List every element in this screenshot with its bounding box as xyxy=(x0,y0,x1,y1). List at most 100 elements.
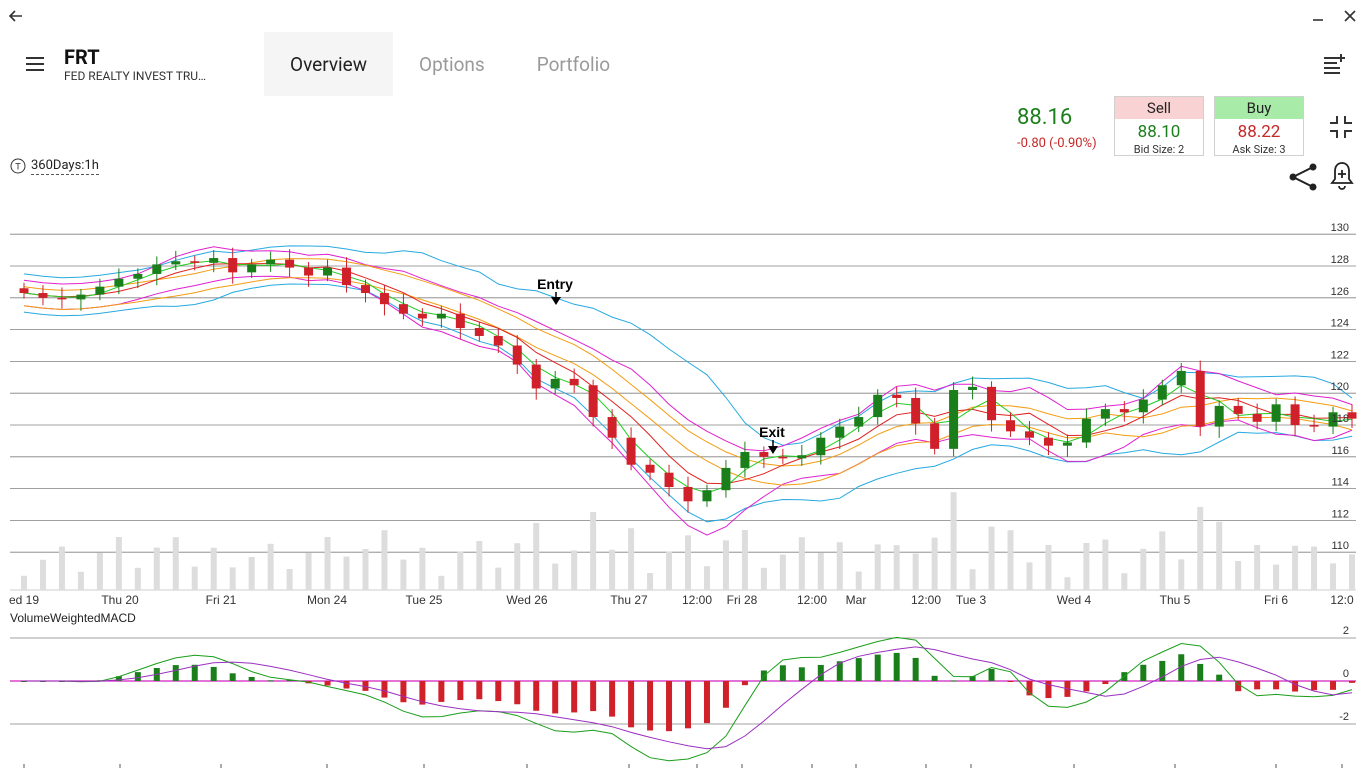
buy-button[interactable]: Buy 88.22 Ask Size: 3 xyxy=(1214,96,1304,156)
candle-body xyxy=(76,294,86,300)
volume-bar xyxy=(893,545,900,590)
upper-envelope-line xyxy=(23,246,1353,452)
candle-body xyxy=(664,472,674,488)
sell-button[interactable]: Sell 88.10 Bid Size: 2 xyxy=(1114,96,1204,156)
candle-body xyxy=(816,437,826,456)
annotation-arrowhead xyxy=(551,297,561,305)
x-axis-label: Fri 21 xyxy=(206,593,237,607)
candle-body xyxy=(569,378,579,386)
volume-bar xyxy=(191,566,198,590)
macd-histogram-bar xyxy=(172,665,179,681)
macd-histogram-bar xyxy=(1330,681,1337,690)
close-icon[interactable] xyxy=(1338,4,1362,28)
volume-bar xyxy=(1102,539,1109,590)
volume-bar xyxy=(798,537,805,590)
macd-histogram-bar xyxy=(1197,663,1204,681)
macd-histogram-bar xyxy=(666,681,673,732)
minimize-icon[interactable] xyxy=(1306,4,1330,28)
volume-bar xyxy=(1349,554,1355,590)
x-axis-label: Wed 26 xyxy=(506,593,547,607)
macd-histogram-bar xyxy=(362,681,369,691)
candle-body xyxy=(133,273,143,279)
volume-bar xyxy=(1216,521,1223,590)
macd-y-label: 2 xyxy=(1343,625,1349,637)
sell-label: Sell xyxy=(1115,97,1203,119)
macd-histogram-bar xyxy=(1026,681,1033,696)
volume-bar xyxy=(1045,545,1052,590)
volume-bar xyxy=(21,575,27,590)
volume-bar xyxy=(153,547,160,590)
volume-bar xyxy=(267,543,274,590)
candle-body xyxy=(95,286,105,295)
macd-histogram-bar xyxy=(115,676,122,681)
candle-body xyxy=(209,258,219,263)
timeframe-icon[interactable]: T xyxy=(10,158,26,174)
annotation-arrowhead xyxy=(768,446,778,454)
candle-body xyxy=(1006,420,1016,432)
macd-histogram-bar xyxy=(248,676,255,681)
bid-size: Bid Size: 2 xyxy=(1133,143,1185,156)
macd-histogram-bar xyxy=(400,681,407,703)
candle-body xyxy=(550,378,560,389)
price-change: -0.80 (-0.90%) xyxy=(1017,136,1097,151)
volume-bar xyxy=(343,556,350,590)
macd-histogram-bar xyxy=(931,675,938,681)
x-axis-label: 12:00 xyxy=(797,593,827,607)
candle-body xyxy=(1328,412,1338,427)
macd-histogram-bar xyxy=(552,681,559,714)
x-axis-label: 12:00 xyxy=(682,593,712,607)
candle-body xyxy=(417,313,427,319)
share-icon[interactable] xyxy=(1288,162,1318,192)
tab-portfolio[interactable]: Portfolio xyxy=(536,52,611,76)
volume-bar xyxy=(1064,577,1071,590)
macd-histogram-bar xyxy=(381,681,388,698)
volume-bar xyxy=(1311,546,1318,590)
volume-bar xyxy=(58,546,65,590)
tab-overview[interactable]: Overview xyxy=(264,32,394,96)
volume-bar xyxy=(760,567,767,590)
macd-histogram-bar xyxy=(134,672,141,681)
candle-body xyxy=(474,328,484,336)
back-arrow-icon[interactable] xyxy=(4,4,28,28)
macd-histogram-bar xyxy=(1292,681,1299,692)
volume-bar xyxy=(400,559,407,590)
volume-bar xyxy=(779,554,786,590)
menu-icon[interactable] xyxy=(24,52,48,76)
candle-body xyxy=(1290,404,1300,425)
candle-body xyxy=(778,456,788,459)
volume-bar xyxy=(722,540,729,590)
x-axis-label: ed 19 xyxy=(9,593,39,607)
buy-label: Buy xyxy=(1215,97,1303,119)
x-axis-label: Tue 25 xyxy=(406,593,443,607)
volume-bar xyxy=(969,569,976,590)
macd-histogram-bar xyxy=(286,679,293,681)
macd-histogram-bar xyxy=(267,680,274,682)
tab-options[interactable]: Options xyxy=(419,52,485,76)
watchlist-add-icon[interactable] xyxy=(1322,52,1346,76)
macd-histogram-bar xyxy=(324,681,331,686)
x-axis-label: 12:00 xyxy=(911,593,941,607)
collapse-icon[interactable] xyxy=(1328,114,1354,140)
candle-body xyxy=(455,313,465,329)
candle-body xyxy=(987,386,997,421)
volume-bar xyxy=(172,537,179,590)
volume-bar xyxy=(115,537,122,590)
candle-body xyxy=(702,490,712,502)
period-selector[interactable]: 360Days:1h xyxy=(31,158,99,175)
volume-bar xyxy=(647,573,654,590)
macd-line xyxy=(24,636,1353,762)
macd-histogram-bar xyxy=(855,658,862,681)
candle-body xyxy=(854,417,864,427)
macd-histogram-bar xyxy=(628,681,635,728)
volume-bar xyxy=(514,543,521,590)
slow-ma-lower-line xyxy=(23,277,1353,486)
macd-histogram-bar xyxy=(988,668,995,681)
volume-bar xyxy=(1178,559,1185,590)
candle-body xyxy=(740,452,750,468)
alert-bell-icon[interactable] xyxy=(1328,160,1356,192)
volume-bar xyxy=(703,566,710,590)
x-axis-label: Tue 3 xyxy=(956,593,987,607)
volume-bar xyxy=(741,530,748,590)
macd-histogram-bar xyxy=(191,664,198,681)
